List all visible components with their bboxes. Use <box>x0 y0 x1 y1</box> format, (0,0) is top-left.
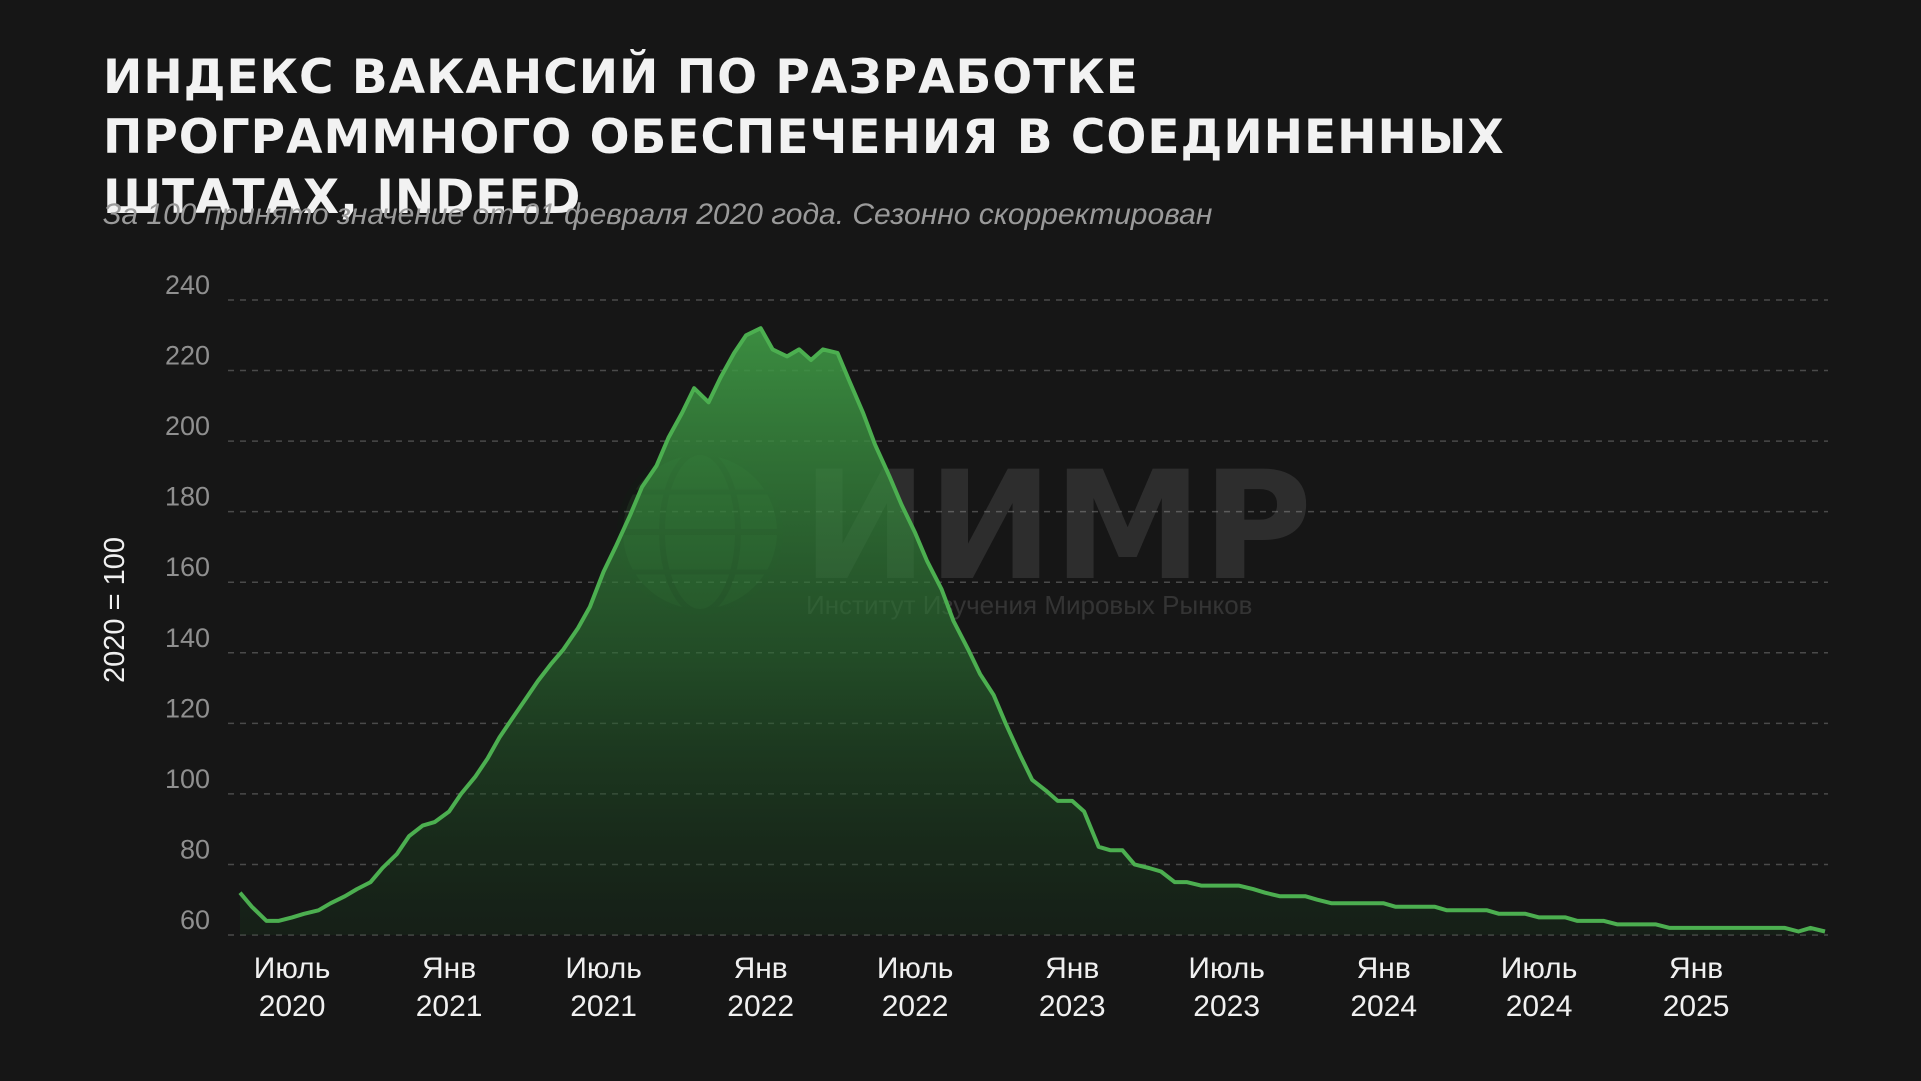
x-tick-label: Янв 2022 <box>727 952 794 1023</box>
x-tick-label-line: Июль <box>877 952 954 985</box>
x-tick-label-line: Янв <box>1669 952 1723 985</box>
x-tick-label-line: 2021 <box>570 990 637 1023</box>
chart-subtitle: За 100 принято значение от 01 февраля 20… <box>103 198 1213 231</box>
x-tick-label-line: 2022 <box>882 990 949 1023</box>
x-tick-label-line: 2025 <box>1663 990 1730 1023</box>
y-tick-label: 220 <box>165 341 210 371</box>
x-tick-label: Июль 2023 <box>1188 952 1265 1023</box>
x-tick-label-line: Янв <box>734 952 788 985</box>
x-tick-label: Янв 2024 <box>1350 952 1417 1023</box>
x-tick-label-line: 2023 <box>1193 990 1260 1023</box>
y-tick-label: 160 <box>165 552 210 582</box>
series-area-fill <box>240 328 1825 935</box>
y-tick-label: 80 <box>180 834 210 864</box>
x-tick-label-line: Июль <box>1501 952 1578 985</box>
y-axis-ticks: 60 80 100 120 140 160 180 200 220 240 <box>165 270 210 935</box>
x-tick-label-line: Июль <box>1188 952 1265 985</box>
series-line <box>238 326 1826 934</box>
y-tick-label: 140 <box>165 623 210 653</box>
y-axis-label: 2020 = 100 <box>99 537 131 683</box>
x-tick-label: Июль 2021 <box>565 952 642 1023</box>
x-tick-label: Янв 2021 <box>416 952 483 1023</box>
x-tick-label-line: Янв <box>1045 952 1099 985</box>
x-tick-label-line: 2022 <box>727 990 794 1023</box>
y-tick-label: 100 <box>165 764 210 794</box>
x-tick-label-line: 2024 <box>1506 990 1573 1023</box>
x-tick-label-line: Июль <box>565 952 642 985</box>
x-tick-label-line: Янв <box>422 952 476 985</box>
chart-title: Индекс вакансий по разработке программно… <box>103 50 1505 225</box>
x-tick-label: Июль 2020 <box>254 952 331 1023</box>
x-tick-label: Июль 2022 <box>877 952 954 1023</box>
x-tick-label-line: 2023 <box>1039 990 1106 1023</box>
x-tick-label: Янв 2025 <box>1663 952 1730 1023</box>
y-tick-label: 120 <box>165 693 210 723</box>
x-tick-label-line: Янв <box>1357 952 1411 985</box>
x-tick-label: Янв 2023 <box>1039 952 1106 1023</box>
x-tick-label-line: 2021 <box>416 990 483 1023</box>
x-tick-label-line: Июль <box>254 952 331 985</box>
x-tick-label-line: 2020 <box>259 990 326 1023</box>
y-tick-label: 60 <box>180 905 210 935</box>
y-tick-label: 200 <box>165 411 210 441</box>
x-tick-label-line: 2024 <box>1350 990 1417 1023</box>
x-tick-label: Июль 2024 <box>1501 952 1578 1023</box>
y-tick-label: 180 <box>165 482 210 512</box>
y-tick-label: 240 <box>165 270 210 300</box>
